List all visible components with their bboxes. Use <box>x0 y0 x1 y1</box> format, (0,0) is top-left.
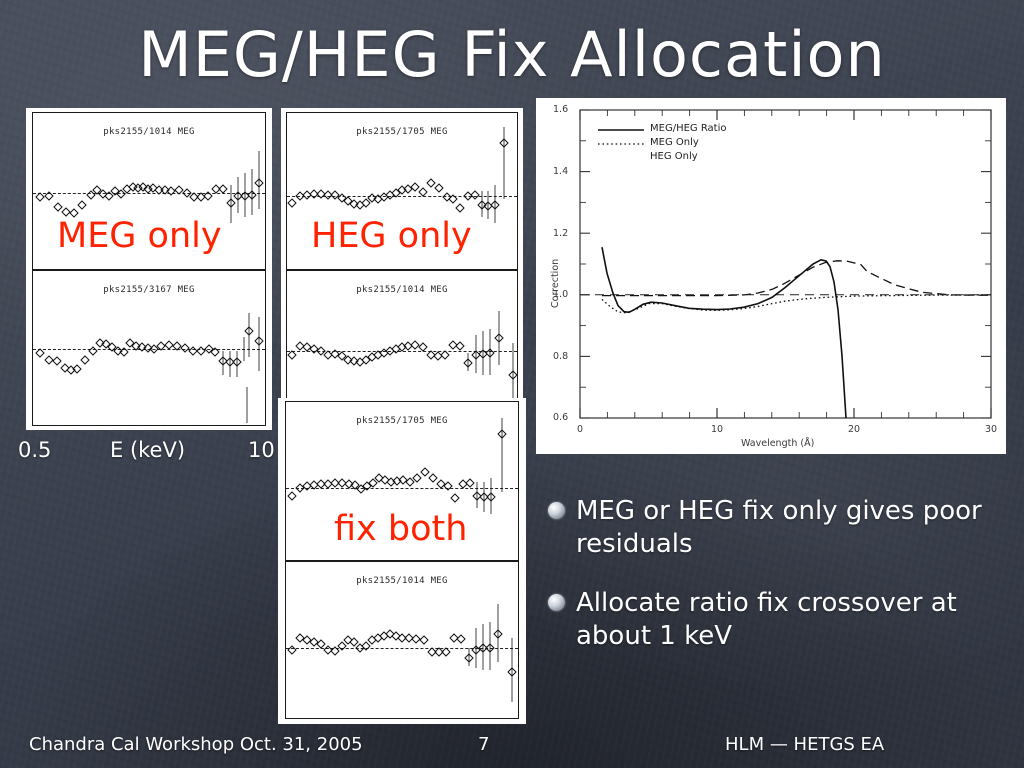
y-tick-1.4: 1.4 <box>553 166 569 177</box>
bullet-text: Allocate ratio fix crossover at about 1 … <box>576 588 957 651</box>
bullet-marker-icon <box>548 594 565 611</box>
y-tick-0.8: 0.8 <box>553 351 569 362</box>
page-title: MEG/HEG Fix Allocation <box>138 18 886 91</box>
zero-reference-line-6 <box>286 648 518 649</box>
residual-scatter-2 <box>287 127 509 223</box>
plot-overlay-label-meg-only: MEG only <box>57 216 222 256</box>
y-tick-1.0: 1.0 <box>553 289 569 300</box>
residual-scatter-3 <box>35 313 264 423</box>
series-meg-only <box>601 294 992 314</box>
footer-page-number: 7 <box>478 734 490 755</box>
correction-chart-svg <box>579 109 992 419</box>
zero-reference-line-1 <box>33 193 265 194</box>
y-axis-title: Correction <box>550 258 561 308</box>
plot-frame-5: pks2155/1705 MEG <box>285 401 519 561</box>
x-axis-title-label: E (keV) <box>110 438 186 462</box>
x-tick-20: 20 <box>848 424 861 435</box>
x-tick-30: 30 <box>985 424 998 435</box>
legend-label-ratio: MEG/HEG Ratio <box>650 123 727 134</box>
legend-label-heg-only: HEG Only <box>650 151 698 162</box>
x-tick-10: 10 <box>711 424 724 435</box>
x-axis-min-label: 0.5 <box>18 438 52 462</box>
list-item: Allocate ratio fix crossover at about 1 … <box>548 587 1018 653</box>
plot-title-2: pks2155/1705 MEG <box>356 127 448 137</box>
plot-title-6: pks2155/1014 MEG <box>356 576 448 586</box>
chart-legend <box>598 129 644 145</box>
plot-overlay-label-fix-both: fix both <box>334 509 468 549</box>
residual-scatter-5 <box>287 418 507 514</box>
bullet-text: MEG or HEG fix only gives poor residuals <box>576 496 982 559</box>
plot-frame-2: pks2155/1705 MEG <box>286 112 518 270</box>
plot-frame-1: pks2155/1014 MEG <box>32 112 266 270</box>
x-axis-title: Wavelength (Å) <box>741 438 815 449</box>
plot-overlay-label-heg-only: HEG only <box>311 216 472 256</box>
correction-chart-panel: MEG/HEG Ratio MEG Only HEG Only 1.6 1.4 … <box>536 98 1006 454</box>
residual-scatter-1 <box>35 151 264 223</box>
footer-right-text: HLM — HETGS EA <box>725 734 885 755</box>
residual-scatter-6 <box>287 604 517 702</box>
y-tick-1.2: 1.2 <box>553 228 569 239</box>
zero-reference-line-3 <box>33 349 265 350</box>
bullet-marker-icon <box>548 502 565 519</box>
footer-left-text: Chandra Cal Workshop Oct. 31, 2005 <box>29 734 363 755</box>
plot-card-column-1: pks2155/1014 MEG <box>26 108 272 430</box>
bullet-list: MEG or HEG fix only gives poor residuals… <box>548 495 1018 679</box>
x-axis-max-label: 10 <box>248 438 275 462</box>
plot-frame-4: pks2155/1014 MEG <box>286 270 518 418</box>
plot-card-column-3: pks2155/1705 MEG <box>278 398 526 724</box>
plot-title-3: pks2155/3167 MEG <box>103 285 195 295</box>
residual-scatter-4 <box>287 311 518 399</box>
plot-title-5: pks2155/1705 MEG <box>356 416 448 426</box>
series-meg-heg-ratio <box>601 247 847 419</box>
zero-reference-line-2 <box>287 196 517 197</box>
series-heg-only <box>602 260 992 297</box>
legend-label-meg-only: MEG Only <box>650 137 699 148</box>
y-tick-1.6: 1.6 <box>553 104 569 115</box>
plot-frame-6: pks2155/1014 MEG <box>285 561 519 719</box>
plot-title-1: pks2155/1014 MEG <box>103 127 195 137</box>
plot-title-4: pks2155/1014 MEG <box>356 285 448 295</box>
y-tick-0.6: 0.6 <box>553 412 569 423</box>
plot-frame-3: pks2155/3167 MEG <box>32 270 266 426</box>
x-tick-0: 0 <box>577 424 584 435</box>
zero-reference-line-5 <box>286 488 518 489</box>
list-item: MEG or HEG fix only gives poor residuals <box>548 495 1018 561</box>
